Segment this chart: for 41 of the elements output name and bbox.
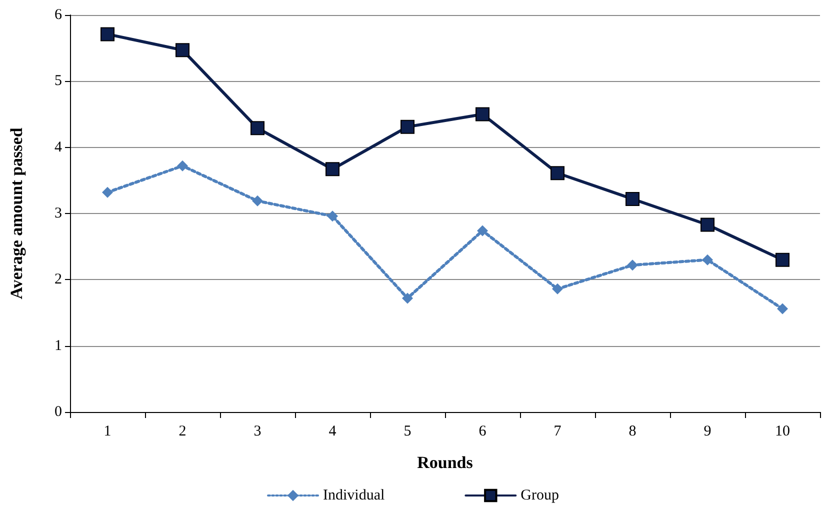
x-tick-label: 7 xyxy=(554,424,562,440)
point xyxy=(177,160,188,172)
x-axis-title: Rounds xyxy=(417,453,474,472)
point xyxy=(777,303,788,314)
x-tick-label: 9 xyxy=(704,424,712,440)
point xyxy=(700,218,714,232)
y-tick-label: 6 xyxy=(54,7,62,23)
x-tick-label: 3 xyxy=(254,424,262,440)
point xyxy=(252,195,263,206)
point xyxy=(176,43,190,58)
x-tick-label: 8 xyxy=(628,424,636,440)
y-tick-label: 3 xyxy=(54,206,62,222)
y-axis-title: Average amount passed xyxy=(7,127,26,300)
x-tick-label: 4 xyxy=(328,424,337,440)
point xyxy=(476,107,490,122)
point xyxy=(627,260,638,271)
point xyxy=(776,252,790,267)
point xyxy=(402,292,413,304)
legend-label: Individual xyxy=(323,488,385,504)
y-tick-label: 5 xyxy=(54,73,62,90)
point xyxy=(100,27,114,42)
x-tick-label: 6 xyxy=(478,424,487,440)
y-tick-label: 2 xyxy=(54,272,62,288)
point xyxy=(326,162,340,176)
point xyxy=(552,283,563,294)
y-tick-label: 0 xyxy=(54,404,62,420)
y-tick-label: 4 xyxy=(54,139,62,156)
point xyxy=(477,225,488,236)
point xyxy=(250,121,264,136)
point xyxy=(702,254,713,266)
legend-label: Group xyxy=(520,488,559,504)
point xyxy=(102,186,113,198)
point xyxy=(327,210,338,222)
y-tick-label: 1 xyxy=(54,338,62,354)
x-tick-label: 1 xyxy=(104,424,112,440)
x-tick-label: 5 xyxy=(404,424,412,440)
point xyxy=(400,120,414,134)
point xyxy=(550,166,564,180)
x-tick-label: 10 xyxy=(775,424,790,440)
x-tick-label: 2 xyxy=(178,424,186,440)
point xyxy=(626,192,640,206)
